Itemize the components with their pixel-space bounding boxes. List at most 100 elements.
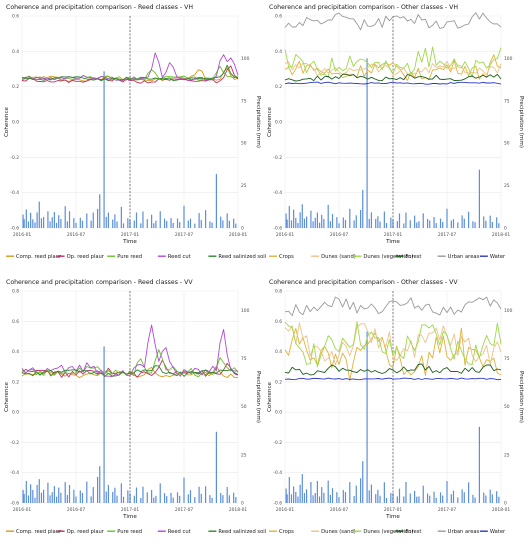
precip-bar [450, 494, 452, 503]
precip-bar [312, 221, 314, 228]
y2-axis-label: Precipitation (mm) [255, 371, 261, 423]
precip-bar [485, 220, 487, 228]
precip-bar [433, 491, 435, 503]
precip-bar [316, 480, 318, 503]
legend-label: Reed salinized soil [218, 529, 266, 535]
precip-bar [383, 211, 385, 228]
precip-bar [103, 346, 105, 503]
precip-bar [200, 219, 202, 228]
precip-bar [433, 217, 435, 228]
precip-bar [99, 194, 101, 228]
y-tick-label: 0.0 [275, 120, 282, 126]
precip-bar [228, 220, 230, 228]
precip-bar [396, 221, 398, 228]
precip-bar [103, 71, 105, 228]
y-tick-label: -0.4 [10, 190, 19, 196]
y2-axis-label: Precipitation (mm) [518, 96, 524, 148]
precip-bar [366, 331, 368, 503]
precip-bar [155, 220, 157, 228]
precip-bar [483, 216, 485, 228]
y-tick-label: 0.0 [12, 410, 19, 416]
precip-bar [474, 497, 476, 503]
precip-bar [34, 497, 36, 503]
precip-bar [323, 492, 325, 503]
x-tick-label: 2016-01 [276, 232, 295, 238]
x-tick-label: 2016-01 [13, 232, 32, 238]
legend-label: Crops [279, 529, 294, 535]
precip-bar [368, 490, 370, 503]
y2-tick-label: 0 [241, 501, 244, 507]
precip-bar [321, 487, 323, 503]
precip-bar [151, 489, 153, 503]
precip-bar [73, 218, 75, 228]
precip-bar [301, 474, 303, 503]
precip-bar [47, 482, 49, 503]
precip-bar [312, 495, 314, 503]
precip-bar [446, 208, 448, 228]
precip-bar [30, 484, 32, 503]
precip-bar [23, 493, 25, 503]
precip-bar [233, 218, 235, 228]
precip-bar [170, 492, 172, 503]
precip-bar [463, 492, 465, 503]
series-line-5 [21, 365, 239, 377]
precip-bar [114, 214, 116, 228]
precip-bar [468, 211, 470, 228]
precip-bar [414, 490, 416, 503]
precip-bar [435, 223, 437, 228]
chart-panel-4: Coherence and precipitation comparison -… [267, 279, 524, 535]
precip-bar [379, 221, 381, 228]
series-line-5 [284, 12, 502, 31]
chart-title: Coherence and precipitation comparison -… [269, 4, 458, 11]
y-tick-label: 0.6 [12, 14, 19, 20]
precip-bar [310, 481, 312, 503]
precip-bar [122, 223, 125, 228]
legend-label: Urban areas [448, 529, 480, 535]
precip-bar [418, 221, 420, 228]
precip-bar [183, 205, 185, 228]
precip-bar [64, 482, 66, 503]
precip-bar [135, 487, 138, 503]
precip-bar [331, 214, 334, 228]
series-line-1 [21, 67, 239, 83]
precip-bar [426, 493, 429, 503]
precip-bar [127, 490, 129, 503]
y2-tick-label: 50 [241, 141, 247, 147]
precip-bar [220, 216, 222, 228]
y-tick-label: -0.4 [273, 190, 282, 196]
precip-bar [163, 493, 166, 503]
precip-bar [405, 481, 407, 503]
y2-tick-label: 25 [504, 183, 510, 189]
precip-bar [209, 221, 211, 228]
series-line-5 [284, 296, 502, 317]
precip-bar [331, 488, 334, 503]
precip-bar [377, 489, 379, 503]
legend-label: Op. reed plaur [67, 254, 105, 260]
y-tick-label: 0.2 [12, 379, 19, 385]
series-line-3 [284, 321, 502, 368]
y-tick-label: 0.0 [12, 120, 19, 126]
legend-label: Reed salinized soil [218, 254, 266, 260]
x-axis-label: Time [122, 514, 137, 520]
precip-bar [435, 497, 437, 503]
precip-bar [107, 212, 109, 228]
precip-bar [97, 208, 99, 228]
x-axis-label: Time [385, 514, 400, 520]
legend-label: Pure reed [117, 529, 142, 535]
y2-tick-label: 0 [241, 226, 244, 232]
precip-bar [64, 206, 66, 228]
precip-bar [405, 212, 407, 228]
x-tick-label: 2016-01 [13, 507, 32, 513]
precip-bar [112, 491, 114, 503]
precip-bar [222, 220, 224, 228]
precip-bar [489, 489, 491, 503]
precip-bar [194, 497, 196, 503]
precip-bar [290, 220, 293, 228]
x-tick-label: 2017-07 [438, 232, 457, 238]
precip-bar [60, 492, 62, 503]
y-tick-label: 0.2 [275, 379, 282, 385]
precip-bar [228, 495, 230, 503]
precip-bar [385, 222, 388, 228]
precip-bar [442, 221, 444, 228]
precip-bar [349, 482, 351, 503]
